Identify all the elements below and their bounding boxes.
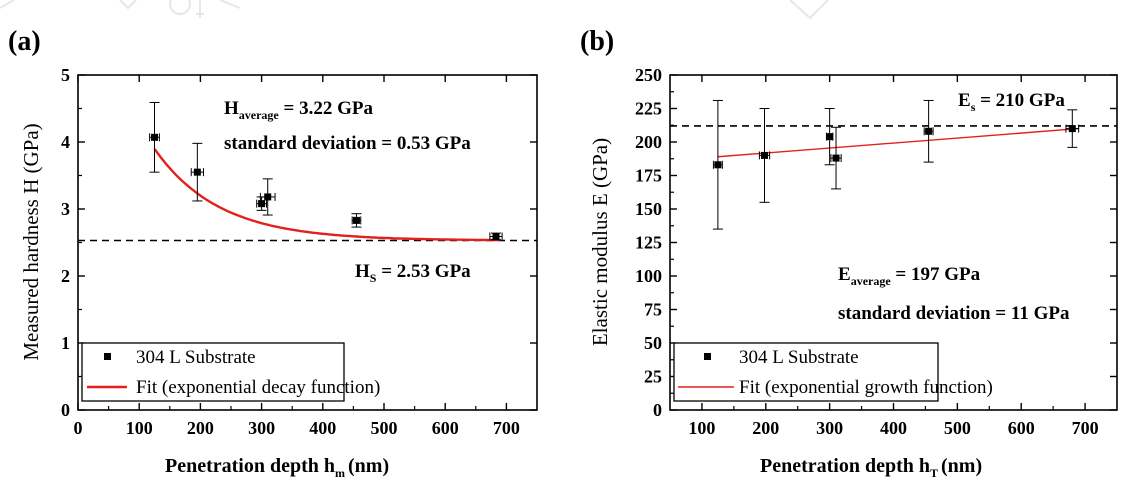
y-axis-label-b: Elastic modulus E (GPa): [588, 138, 612, 346]
y-tick-label: 175: [635, 166, 662, 186]
x-tick-label: 700: [1072, 418, 1099, 438]
data-point: [1065, 109, 1080, 148]
square-marker: [761, 151, 769, 159]
y-tick-label: 3: [61, 199, 70, 219]
data-point: [758, 108, 771, 203]
square-marker: [925, 127, 933, 135]
data-points-b: [712, 99, 1080, 230]
y-ticks-b: 0 25 50 75 100 125 150 175 200 225 250: [635, 65, 1117, 420]
square-marker: [193, 168, 201, 176]
fit-line-b: [717, 127, 1079, 158]
square-marker: [832, 154, 840, 162]
y-axis-label-a: Measured hardness H (GPa): [19, 123, 43, 360]
y-tick-label: 4: [61, 132, 70, 152]
x-tick-label: 400: [880, 418, 907, 438]
square-marker: [714, 161, 722, 169]
fit-curve-a: [153, 148, 501, 242]
x-tick-label: 600: [432, 418, 459, 438]
legend-box-b: [673, 342, 939, 402]
y-tick-label: 200: [635, 132, 662, 152]
panel-label-b: (b): [580, 26, 614, 57]
legend-label-fit-b: Fit (exponential growth function): [739, 377, 993, 398]
x-tick-label: 100: [688, 418, 715, 438]
data-point: [923, 99, 934, 163]
square-marker: [151, 133, 158, 141]
legend-marker-square-b: [704, 353, 711, 360]
data-point: [149, 101, 160, 173]
legend-label-fit-a: Fit (exponential decay function): [136, 377, 380, 398]
x-axis-label-a: Penetration depth hm (nm): [165, 455, 389, 480]
annotation-es: Es = 210 GPa: [958, 90, 1065, 114]
data-point: [830, 126, 842, 190]
panel-a: (a) 0 1 2 3 4 5 0 100 200 300 400 500 600 700 Havera…: [8, 26, 538, 480]
data-point: [190, 142, 204, 202]
annotation-h-average: Haverage = 3.22 GPa: [224, 98, 373, 122]
x-tick-label: 0: [74, 418, 83, 438]
y-tick-label: 25: [644, 367, 662, 387]
data-point: [712, 99, 723, 230]
x-ticks-b: 100 200 300 400 500 600 700: [688, 75, 1099, 438]
legend-label-substrate-b: 304 L Substrate: [739, 347, 859, 368]
data-point: [351, 213, 362, 228]
data-point: [824, 108, 835, 166]
legend-box-a: [81, 342, 345, 402]
y-tick-label: 50: [644, 333, 662, 353]
panel-b: (b) 0 25 50 75 100 125 150 175 200 225 250 100 200 3…: [580, 26, 1118, 480]
y-tick-label: 100: [635, 266, 662, 286]
legend-label-substrate-a: 304 L Substrate: [136, 347, 256, 368]
x-tick-label: 400: [309, 418, 336, 438]
y-tick-label: 225: [635, 99, 662, 119]
header-decoration: [0, 0, 829, 20]
x-tick-label: 300: [816, 418, 843, 438]
square-marker: [352, 216, 360, 224]
x-ticks-a: 0 100 200 300 400 500 600 700: [74, 75, 520, 438]
y-tick-label: 5: [61, 65, 70, 85]
annotation-stdev-b: standard deviation = 11 GPa: [838, 303, 1070, 324]
y-tick-label: 0: [61, 400, 70, 420]
y-tick-label: 75: [644, 300, 662, 320]
square-marker: [1068, 125, 1076, 133]
panel-label-a: (a): [8, 26, 41, 57]
y-tick-label: 0: [653, 400, 662, 420]
square-marker: [264, 193, 272, 201]
legend-a: 304 L Substrate Fit (exponential decay f…: [81, 342, 380, 402]
y-tick-label: 125: [635, 233, 662, 253]
x-tick-label: 200: [187, 418, 214, 438]
square-marker: [826, 133, 834, 141]
legend-marker-square-a: [104, 353, 111, 360]
y-tick-label: 150: [635, 199, 662, 219]
y-tick-label: 250: [635, 65, 662, 85]
data-points-a: [149, 101, 503, 241]
x-tick-label: 300: [248, 418, 275, 438]
data-point: [259, 178, 276, 216]
x-tick-label: 500: [371, 418, 398, 438]
x-tick-label: 100: [126, 418, 153, 438]
annotation-stdev-a: standard deviation = 0.53 GPa: [224, 133, 471, 154]
x-tick-label: 600: [1008, 418, 1035, 438]
x-tick-label: 200: [752, 418, 779, 438]
y-ticks-a: 0 1 2 3 4 5: [61, 65, 537, 420]
legend-b: 304 L Substrate Fit (exponential growth …: [673, 342, 993, 402]
x-tick-label: 500: [944, 418, 971, 438]
data-point: [489, 232, 503, 241]
x-axis-label-b: Penetration depth hT (nm): [760, 455, 982, 480]
square-marker: [492, 232, 500, 240]
y-tick-label: 1: [61, 333, 70, 353]
annotation-e-average: Eaverage = 197 GPa: [838, 264, 981, 288]
y-tick-label: 2: [61, 266, 70, 286]
square-marker: [258, 200, 266, 208]
annotation-hs: HS = 2.53 GPa: [355, 261, 471, 285]
data-point: [256, 196, 267, 211]
x-tick-label: 700: [493, 418, 520, 438]
